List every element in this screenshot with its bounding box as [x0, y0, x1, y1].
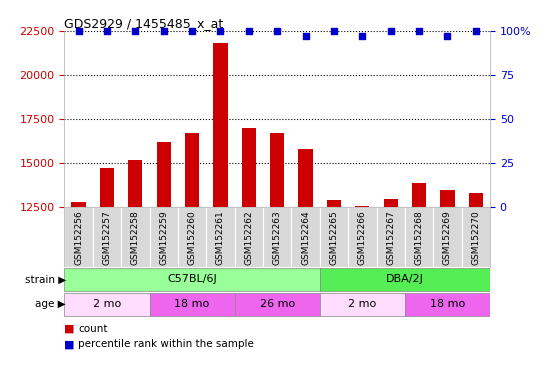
Point: [386, 28, 395, 34]
Point: [273, 28, 282, 34]
Bar: [327, 200, 341, 384]
Text: strain ▶: strain ▶: [25, 274, 66, 285]
Point: [159, 28, 168, 34]
Text: GSM152269: GSM152269: [443, 210, 452, 265]
Bar: [263, 207, 291, 267]
Bar: [376, 207, 405, 267]
Text: ■: ■: [64, 339, 75, 349]
Text: GSM152257: GSM152257: [102, 210, 111, 265]
Bar: [128, 160, 142, 384]
Bar: [348, 207, 376, 267]
Point: [301, 33, 310, 39]
Bar: [355, 205, 370, 384]
Text: C57BL/6J: C57BL/6J: [167, 274, 217, 285]
Text: count: count: [78, 324, 108, 334]
Bar: [384, 199, 398, 384]
Bar: [213, 43, 227, 384]
Text: GSM152263: GSM152263: [273, 210, 282, 265]
Bar: [440, 190, 455, 384]
Text: 2 mo: 2 mo: [93, 299, 121, 310]
Point: [358, 33, 367, 39]
Bar: [320, 268, 490, 291]
Bar: [242, 128, 256, 384]
Bar: [235, 207, 263, 267]
Bar: [412, 183, 426, 384]
Bar: [298, 149, 312, 384]
Bar: [93, 207, 121, 267]
Bar: [291, 207, 320, 267]
Bar: [461, 207, 490, 267]
Bar: [64, 268, 320, 291]
Bar: [185, 133, 199, 384]
Bar: [121, 207, 150, 267]
Bar: [320, 293, 405, 316]
Point: [244, 28, 253, 34]
Bar: [206, 207, 235, 267]
Text: GSM152268: GSM152268: [414, 210, 423, 265]
Bar: [157, 142, 171, 384]
Bar: [320, 207, 348, 267]
Text: GSM152261: GSM152261: [216, 210, 225, 265]
Text: GSM152260: GSM152260: [188, 210, 197, 265]
Point: [102, 28, 111, 34]
Text: age ▶: age ▶: [35, 299, 66, 310]
Text: GSM152267: GSM152267: [386, 210, 395, 265]
Point: [74, 28, 83, 34]
Point: [216, 28, 225, 34]
Text: 18 mo: 18 mo: [175, 299, 209, 310]
Point: [131, 28, 140, 34]
Text: GSM152256: GSM152256: [74, 210, 83, 265]
Bar: [405, 207, 433, 267]
Text: GSM152258: GSM152258: [131, 210, 140, 265]
Point: [188, 28, 197, 34]
Bar: [405, 293, 490, 316]
Bar: [433, 207, 461, 267]
Text: GSM152265: GSM152265: [329, 210, 338, 265]
Bar: [64, 207, 93, 267]
Bar: [64, 293, 150, 316]
Bar: [150, 207, 178, 267]
Text: GSM152270: GSM152270: [472, 210, 480, 265]
Text: DBA/2J: DBA/2J: [386, 274, 424, 285]
Bar: [72, 202, 86, 384]
Bar: [178, 207, 206, 267]
Point: [472, 28, 480, 34]
Text: 26 mo: 26 mo: [260, 299, 295, 310]
Bar: [100, 169, 114, 384]
Point: [414, 28, 423, 34]
Point: [329, 28, 338, 34]
Text: GSM152266: GSM152266: [358, 210, 367, 265]
Text: 2 mo: 2 mo: [348, 299, 376, 310]
Bar: [469, 193, 483, 384]
Text: GSM152259: GSM152259: [159, 210, 168, 265]
Text: GDS2929 / 1455485_x_at: GDS2929 / 1455485_x_at: [64, 17, 223, 30]
Text: GSM152262: GSM152262: [244, 210, 253, 265]
Bar: [235, 293, 320, 316]
Text: ■: ■: [64, 324, 75, 334]
Text: percentile rank within the sample: percentile rank within the sample: [78, 339, 254, 349]
Point: [443, 33, 452, 39]
Bar: [150, 293, 235, 316]
Text: 18 mo: 18 mo: [430, 299, 465, 310]
Text: GSM152264: GSM152264: [301, 210, 310, 265]
Bar: [270, 133, 284, 384]
